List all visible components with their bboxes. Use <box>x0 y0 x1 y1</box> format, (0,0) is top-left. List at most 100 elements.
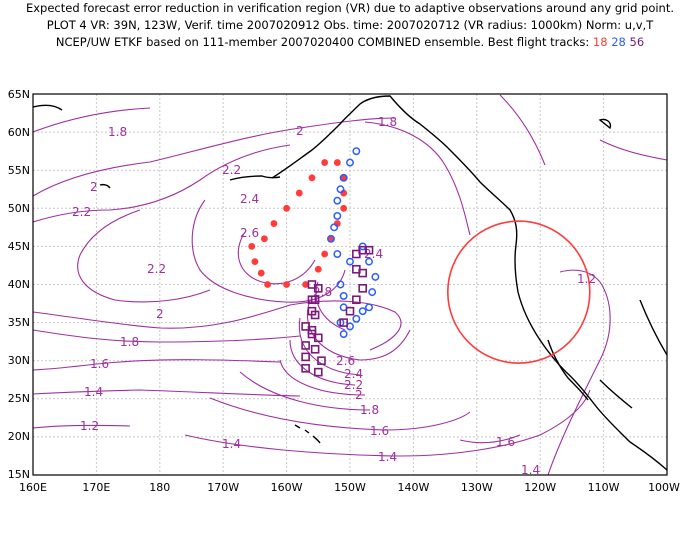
flight-tracks <box>248 147 380 377</box>
track-56-marker <box>301 352 310 362</box>
track-18-marker <box>340 189 348 197</box>
x-tick-label: 110W <box>588 481 620 494</box>
contour-2.4-south <box>298 317 361 376</box>
contour-label: 1.8 <box>378 115 397 129</box>
x-tick-label: 140W <box>397 481 429 494</box>
contour-2.4 <box>191 199 346 303</box>
track-18-marker <box>340 174 348 182</box>
track-56-marker <box>364 245 374 255</box>
track-28-label: 28 <box>611 35 626 49</box>
track-56-marker <box>352 295 361 305</box>
track-56-marker <box>313 367 323 377</box>
contour-1.8-east <box>364 121 471 236</box>
track-18-marker <box>283 281 290 288</box>
y-tick-label: 20N <box>8 430 30 443</box>
contour-label: 1.4 <box>378 450 397 464</box>
contour-label: 2.2 <box>222 163 241 177</box>
track-18-marker <box>302 281 310 288</box>
y-tick-label: 50N <box>8 202 30 215</box>
x-tick-label: 170W <box>207 481 239 494</box>
x-tick-label: 100W <box>648 481 680 494</box>
track-28-marker <box>333 211 342 220</box>
x-axis-labels: 160E 170E 180 170W 160W 150W 140W 130W 1… <box>19 481 680 494</box>
track-28-marker <box>346 158 354 167</box>
contour-2.2-upper <box>33 144 291 223</box>
contour-2-main <box>33 117 396 197</box>
y-tick-label: 30N <box>8 354 30 367</box>
title-line-3-prefix: NCEP/UW ETKF based on 111-member 2007020… <box>55 35 590 49</box>
y-tick-label: 15N <box>8 468 30 481</box>
track-18-marker <box>314 265 322 273</box>
contour-label: 1.4 <box>521 463 540 477</box>
y-tick-label: 55N <box>8 164 30 177</box>
contour-label: 2.4 <box>364 247 383 261</box>
track-18-marker <box>308 174 316 182</box>
track-56-marker <box>307 329 317 339</box>
contour-1.2-ne <box>599 139 667 161</box>
title-line-1: Expected forecast error reduction in ver… <box>25 1 675 15</box>
x-tick-label: 160W <box>271 481 303 494</box>
contour-2.6 <box>237 231 316 285</box>
contour-label: 2 <box>296 124 304 138</box>
track-28-marker <box>330 223 339 232</box>
x-tick-label: 120W <box>524 481 556 494</box>
y-tick-label: 25N <box>8 392 30 405</box>
track-18-label: 18 <box>592 35 608 49</box>
y-tick-label: 35N <box>8 316 30 329</box>
track-28-marker <box>371 272 380 281</box>
contour-lines <box>33 94 667 475</box>
y-tick-label: 60N <box>8 126 30 139</box>
contour-2.2-inner <box>77 209 211 303</box>
contour-label: 2.6 <box>240 226 259 240</box>
track-28-marker <box>336 185 345 194</box>
track-18-marker <box>295 189 303 197</box>
mexico-coast <box>599 299 667 409</box>
x-tick-label: 170E <box>82 481 110 494</box>
contour-1.8-west <box>33 107 151 133</box>
y-tick-label: 40N <box>8 278 30 291</box>
contour-label: 2 <box>355 388 363 402</box>
track-28-marker <box>339 291 348 300</box>
track-28-marker <box>339 173 348 182</box>
track-28-marker <box>336 280 345 289</box>
track-56-marker <box>317 356 326 366</box>
track-56-marker <box>307 306 317 316</box>
hawaii-islands <box>294 424 321 444</box>
contour-1.6-east <box>459 434 521 444</box>
track-56-marker <box>310 344 320 354</box>
track-18-marker <box>321 159 329 166</box>
contour-label: 2.4 <box>240 192 259 206</box>
track-28-marker <box>365 303 373 312</box>
track-56-marker <box>301 341 310 350</box>
contour-label: 2.4 <box>344 367 363 381</box>
contour-2-south <box>33 300 402 351</box>
track-28-marker <box>368 288 377 297</box>
x-tick-label: 180 <box>149 481 170 494</box>
x-tick-label: 150W <box>334 481 366 494</box>
track-18-marker <box>257 269 265 277</box>
contour-label: 1.2 <box>80 419 99 433</box>
track-18-marker <box>283 204 290 212</box>
contour-1.6-ne <box>499 94 546 166</box>
contour-1.8-south-tail <box>239 371 371 411</box>
title-block: Expected forecast error reduction in ver… <box>0 0 700 51</box>
title-line-2: PLOT 4 VR: 39N, 123W, Verif. time 200702… <box>46 18 654 32</box>
coastlines <box>33 95 667 471</box>
track-56-marker <box>358 284 367 293</box>
contour-1.8-south <box>33 329 301 343</box>
track-18-marker <box>333 159 341 166</box>
track-28-marker <box>327 234 335 243</box>
track-28-marker <box>333 196 342 205</box>
contour-1.6-south <box>33 359 281 371</box>
contour-label: 2.6 <box>336 354 355 368</box>
track-56-marker <box>301 322 310 331</box>
title-line-3: NCEP/UW ETKF based on 111-member 2007020… <box>0 34 700 51</box>
verification-region-circle <box>446 220 591 364</box>
alaska-coast <box>271 95 449 179</box>
y-axis-labels: 65N 60N 55N 50N 45N 40N 35N 30N 25N 20N … <box>8 88 30 481</box>
contour-label: 1.8 <box>108 125 127 139</box>
canada-islands <box>598 118 612 130</box>
track-28-marker <box>339 330 348 338</box>
track-18-marker <box>340 204 348 212</box>
